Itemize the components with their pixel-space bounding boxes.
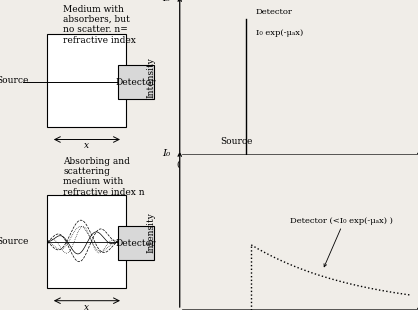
Bar <box>117 226 155 260</box>
Bar <box>47 195 126 288</box>
Text: I₀: I₀ <box>162 0 170 3</box>
Bar <box>47 34 126 127</box>
Text: Source: Source <box>0 237 28 246</box>
Text: Detector (<I₀ exp(-μₐx) ): Detector (<I₀ exp(-μₐx) ) <box>291 217 393 225</box>
Bar <box>117 65 155 99</box>
Text: x: x <box>84 141 89 150</box>
Text: Intensity: Intensity <box>147 212 155 253</box>
Text: I₀ exp(-μₐx): I₀ exp(-μₐx) <box>256 29 303 38</box>
Text: Source: Source <box>0 76 28 85</box>
Text: x: x <box>84 303 89 310</box>
Text: Detector: Detector <box>116 239 156 248</box>
Text: Detector: Detector <box>256 7 293 16</box>
Text: Source: Source <box>220 137 252 146</box>
Text: Absorbing and
scattering
medium with
refractive index n: Absorbing and scattering medium with ref… <box>63 157 145 197</box>
Text: Detector: Detector <box>116 78 156 87</box>
Text: xn/c: xn/c <box>237 161 256 171</box>
Text: 0: 0 <box>177 161 183 171</box>
Text: I₀: I₀ <box>162 149 170 158</box>
Text: Medium with
absorbers, but
no scatter. n=
refractive index: Medium with absorbers, but no scatter. n… <box>63 5 136 45</box>
Text: Intensity: Intensity <box>147 57 155 98</box>
